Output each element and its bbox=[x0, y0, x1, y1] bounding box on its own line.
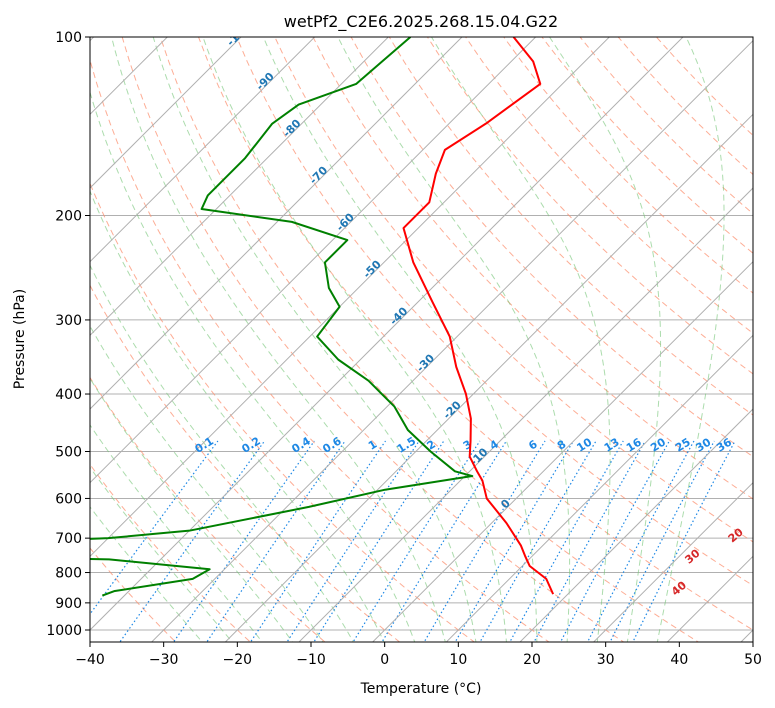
isotherm bbox=[90, 37, 463, 410]
isotherm bbox=[224, 113, 753, 642]
x-axis-title: Temperature (°C) bbox=[360, 681, 482, 697]
y-tick-label: 900 bbox=[55, 596, 82, 612]
mixing-ratio-line bbox=[632, 440, 736, 642]
x-tick-label: 40 bbox=[670, 652, 688, 668]
isotherm bbox=[592, 481, 753, 642]
y-tick-label: 200 bbox=[55, 209, 82, 225]
mixing-ratio-line bbox=[119, 440, 266, 642]
y-tick-label: 300 bbox=[55, 313, 82, 329]
moist-adiabat bbox=[262, 37, 538, 642]
dry-adiabat bbox=[236, 37, 753, 587]
moist-adiabat bbox=[111, 37, 446, 642]
y-axis-ticks: 100 200 300 400 500 600 700 800 900 1000 bbox=[46, 30, 90, 639]
dry-adiabat bbox=[350, 37, 753, 458]
moist-adiabat bbox=[152, 37, 477, 642]
dry-adiabat bbox=[90, 463, 252, 642]
plot-area: 0.10.20.40.611.52346810131620253036-100-… bbox=[90, 20, 753, 642]
isotherm bbox=[90, 37, 684, 631]
dry-adiabat bbox=[388, 37, 753, 416]
mixing-ratio-line bbox=[352, 440, 481, 642]
x-tick-label: 50 bbox=[744, 652, 762, 668]
y-tick-label: 500 bbox=[55, 444, 82, 460]
x-tick-label: −40 bbox=[75, 652, 105, 668]
isotherm-label: -100 bbox=[224, 20, 253, 49]
x-axis-ticks: −40 −30 −20 −10 0 10 20 30 40 50 bbox=[75, 642, 762, 668]
mixing-ratio-line bbox=[533, 440, 646, 642]
mixing-ratio-lines bbox=[90, 440, 736, 642]
dry-adiabat bbox=[427, 37, 753, 375]
moist-adiabat bbox=[90, 377, 294, 642]
mixing-ratio-line bbox=[313, 440, 445, 642]
isotherms bbox=[90, 37, 753, 642]
dry-adiabat bbox=[159, 37, 700, 642]
dry-adiabat bbox=[90, 58, 550, 642]
dry-adiabat bbox=[90, 376, 326, 642]
dry-adiabat bbox=[274, 37, 753, 543]
y-tick-label: 800 bbox=[55, 566, 82, 582]
moist-adiabat bbox=[90, 466, 233, 642]
isotherm bbox=[90, 37, 537, 484]
mixing-ratio-line bbox=[509, 440, 624, 642]
x-tick-label: −30 bbox=[149, 652, 179, 668]
dry-adiabat bbox=[121, 37, 625, 642]
mixing-ratio-line bbox=[479, 440, 597, 642]
dry-adiabat bbox=[312, 37, 753, 500]
mixing-ratio-line bbox=[586, 440, 695, 642]
moist-adiabat bbox=[90, 264, 354, 642]
isotherm bbox=[298, 187, 753, 642]
isotherm bbox=[150, 39, 753, 642]
dry-adiabat bbox=[198, 37, 753, 631]
mixing-ratio-line bbox=[559, 440, 670, 642]
pressure-grid bbox=[90, 37, 753, 631]
y-axis-title: Pressure (hPa) bbox=[12, 289, 28, 389]
mixing-ratio-line bbox=[609, 440, 715, 642]
sounding-profiles bbox=[90, 37, 555, 597]
moist-adiabat bbox=[90, 325, 324, 642]
mixing-ratio-line bbox=[249, 440, 387, 642]
isotherm bbox=[519, 408, 753, 642]
x-tick-label: −20 bbox=[223, 652, 253, 668]
mixing-ratio-line bbox=[423, 440, 546, 642]
x-tick-label: −10 bbox=[296, 652, 326, 668]
isotherm bbox=[90, 37, 316, 263]
dry-adiabat bbox=[90, 284, 401, 642]
isotherm bbox=[90, 37, 242, 189]
y-tick-label: 400 bbox=[55, 387, 82, 403]
x-tick-label: 0 bbox=[380, 652, 389, 668]
dry-adiabats bbox=[90, 37, 753, 642]
isotherm bbox=[90, 37, 390, 337]
x-tick-label: 20 bbox=[523, 652, 541, 668]
plot-frame bbox=[89, 36, 754, 643]
temperature-profile bbox=[402, 37, 555, 595]
x-tick-label: 30 bbox=[597, 652, 615, 668]
moist-adiabat bbox=[656, 37, 725, 642]
moist-adiabat bbox=[337, 37, 571, 642]
moist-adiabat bbox=[202, 37, 507, 642]
chart-title: wetPf2_C2E6.2025.268.15.04.G22 bbox=[284, 12, 558, 32]
moist-adiabat bbox=[90, 424, 263, 642]
isotherm bbox=[371, 260, 753, 642]
dry-adiabat bbox=[90, 182, 476, 642]
y-tick-label: 1000 bbox=[46, 623, 82, 639]
moist-adiabat bbox=[430, 37, 611, 642]
isotherm bbox=[90, 37, 611, 558]
y-tick-label: 100 bbox=[55, 30, 82, 46]
dewpoint-profile bbox=[90, 37, 474, 597]
y-tick-label: 700 bbox=[55, 531, 82, 547]
y-tick-label: 600 bbox=[55, 491, 82, 507]
mixing-ratio-line bbox=[454, 440, 574, 642]
isotherm bbox=[445, 334, 753, 642]
x-tick-label: 10 bbox=[449, 652, 467, 668]
moist-adiabat bbox=[548, 37, 662, 642]
